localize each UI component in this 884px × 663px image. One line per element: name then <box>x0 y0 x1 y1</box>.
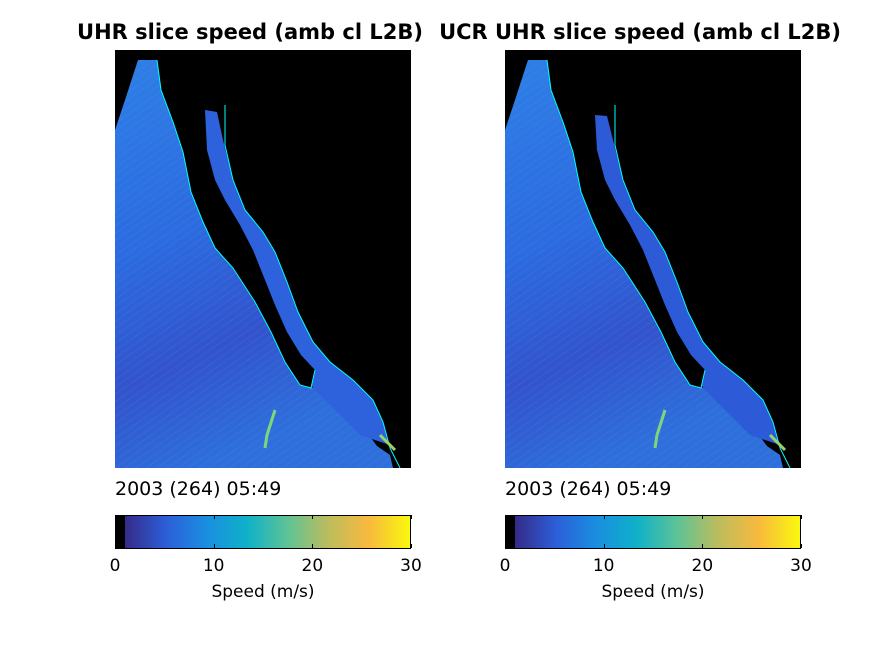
coastline <box>156 59 316 389</box>
colorbar-tick-label: 0 <box>109 556 121 576</box>
colorbar-tick-label: 0 <box>499 556 511 576</box>
colorbar-tick-label: 10 <box>202 556 225 576</box>
colorbar-tick-mark <box>505 544 506 548</box>
colorbar-tick-mark <box>505 515 506 519</box>
colorbar-tick-label: 20 <box>691 556 714 576</box>
colorbar-tick-mark <box>411 515 412 519</box>
speed-map <box>115 50 411 468</box>
colorbar-tick-label: 30 <box>790 556 812 576</box>
colorbar-tick-mark <box>213 515 215 519</box>
gulf-region <box>595 115 780 445</box>
colorbar-tick-mark <box>801 544 802 548</box>
colorbar-label: Speed (m/s) <box>211 582 315 602</box>
colorbar <box>115 515 411 549</box>
colorbar-tick-mark <box>213 544 215 548</box>
colorbar-tick-label: 30 <box>400 556 422 576</box>
speed-map-svg <box>115 50 411 468</box>
colorbar-tick-label: 10 <box>592 556 615 576</box>
colorbar-tick-mark <box>603 515 605 519</box>
baja-land <box>161 90 315 388</box>
colorbar-tick-mark <box>702 544 704 548</box>
right-panel: UCR UHR slice speed (amb cl L2B) <box>430 0 850 663</box>
coastline <box>546 59 706 389</box>
timestamp-label: 2003 (264) 05:49 <box>505 478 672 500</box>
gulf-region <box>205 110 390 445</box>
colorbar-tick-mark <box>603 544 605 548</box>
left-panel: UHR slice speed (amb cl L2B) <box>40 0 460 663</box>
colorbar-tick-mark <box>702 515 704 519</box>
colorbar <box>505 515 801 549</box>
mainland-land <box>615 50 801 468</box>
mainland-land <box>225 50 411 468</box>
colorbar-tick-mark <box>801 515 802 519</box>
chart-title: UHR slice speed (amb cl L2B) <box>77 20 423 44</box>
speed-map <box>505 50 801 468</box>
colorbar-tick-mark <box>115 544 116 548</box>
colorbar-tick-label: 20 <box>301 556 324 576</box>
speed-map-svg <box>505 50 801 468</box>
colorbar-tick-mark <box>411 544 412 548</box>
colorbar-tick-mark <box>115 515 116 519</box>
colorbar-tick-mark <box>312 544 314 548</box>
timestamp-label: 2003 (264) 05:49 <box>115 478 282 500</box>
colorbar-label: Speed (m/s) <box>601 582 705 602</box>
baja-land <box>551 90 705 388</box>
colorbar-tick-mark <box>312 515 314 519</box>
chart-title: UCR UHR slice speed (amb cl L2B) <box>439 20 841 44</box>
